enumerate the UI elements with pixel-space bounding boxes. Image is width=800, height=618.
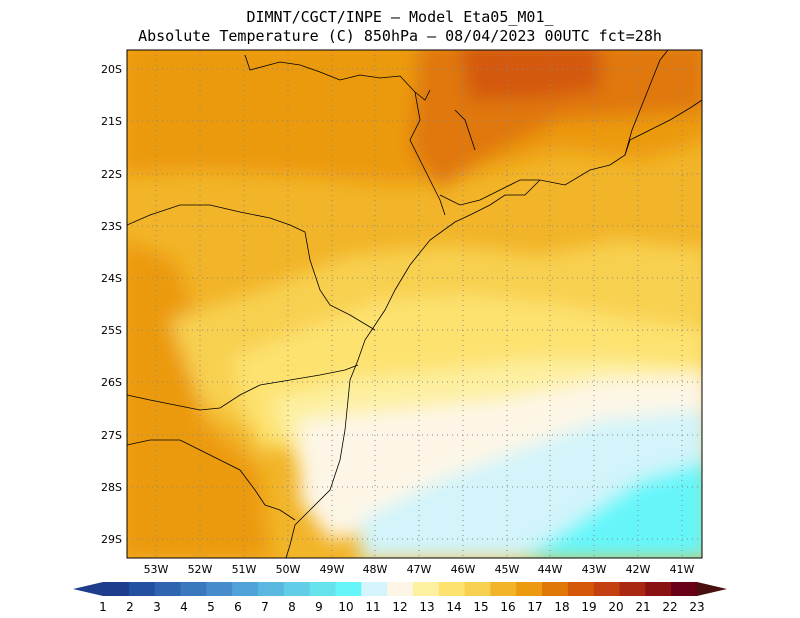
map-frame [126, 49, 703, 559]
colorbar-swatch [180, 582, 207, 596]
colorbar-swatch [128, 582, 156, 596]
lat-label: 22S [101, 168, 122, 181]
lat-label: 27S [101, 429, 122, 442]
colorbar-swatch [464, 582, 491, 596]
colorbar-label: 7 [261, 600, 269, 614]
colorbar-swatch [438, 582, 466, 596]
lon-label: 42W [626, 563, 651, 576]
colorbar-label: 21 [635, 600, 650, 614]
map-title-line1: DIMNT/CGCT/INPE – Model Eta05_M01_ [246, 8, 554, 26]
colorbar: 1 2 3 4 5 6 7 8 9 10 11 12 13 14 15 16 17 18 19 20 21 22 23 [73, 582, 727, 614]
colorbar-label: 22 [662, 600, 677, 614]
colorbar-swatch [361, 582, 388, 596]
colorbar-label: 9 [315, 600, 323, 614]
colorbar-label: 16 [500, 600, 515, 614]
colorbar-swatch [335, 582, 362, 596]
colorbar-label: 19 [581, 600, 596, 614]
colorbar-label: 14 [446, 600, 461, 614]
colorbar-arrow-left [73, 582, 103, 596]
colorbar-swatch [567, 582, 595, 596]
colorbar-swatch [593, 582, 621, 596]
lon-label: 49W [320, 563, 345, 576]
colorbar-swatch [206, 582, 233, 596]
lon-label: 45W [495, 563, 520, 576]
coastline-and-borders [127, 50, 702, 558]
colorbar-label: 5 [207, 600, 215, 614]
temperature-field [127, 50, 702, 558]
colorbar-swatch [103, 582, 130, 596]
colorbar-label: 23 [689, 600, 704, 614]
colorbar-label: 4 [180, 600, 188, 614]
colorbar-swatch [232, 582, 259, 596]
lat-label: 21S [101, 115, 122, 128]
lon-label: 52W [188, 563, 213, 576]
colorbar-label: 12 [392, 600, 407, 614]
colorbar-label: 17 [527, 600, 542, 614]
colorbar-label: 13 [419, 600, 434, 614]
colorbar-swatch [154, 582, 181, 596]
colorbar-swatch [516, 582, 543, 596]
lon-label: 53W [144, 563, 169, 576]
lat-label: 28S [101, 481, 122, 494]
colorbar-swatch [619, 582, 646, 596]
colorbar-swatch [542, 582, 569, 596]
colorbar-label: 2 [126, 600, 134, 614]
lon-label: 48W [363, 563, 388, 576]
colorbar-label: 1 [99, 600, 107, 614]
colorbar-label: 15 [473, 600, 488, 614]
lat-label: 26S [101, 376, 122, 389]
colorbar-label: 11 [365, 600, 380, 614]
lon-label: 47W [407, 563, 432, 576]
colorbar-swatch [490, 582, 517, 596]
colorbar-swatch [257, 582, 285, 596]
lat-label: 25S [101, 324, 122, 337]
colorbar-arrow-right [697, 582, 727, 596]
lat-label: 20S [101, 63, 122, 76]
lon-label: 44W [538, 563, 563, 576]
lon-label: 43W [582, 563, 607, 576]
colorbar-swatch [645, 582, 672, 596]
lon-label: 51W [232, 563, 257, 576]
lat-label: 24S [101, 272, 122, 285]
lon-label: 41W [670, 563, 695, 576]
lat-label: 23S [101, 220, 122, 233]
latitude-labels: 20S 21S 22S 23S 24S 25S 26S 27S 28S 29S [101, 63, 122, 546]
colorbar-swatch [283, 582, 311, 596]
lat-label: 29S [101, 533, 122, 546]
lat-lon-grid [127, 50, 702, 558]
colorbar-label: 8 [288, 600, 296, 614]
colorbar-label: 20 [608, 600, 623, 614]
colorbar-swatch [309, 582, 336, 596]
colorbar-swatch [412, 582, 440, 596]
colorbar-label: 10 [338, 600, 353, 614]
colorbar-swatch [387, 582, 414, 596]
colorbar-label: 3 [153, 600, 161, 614]
lon-label: 50W [276, 563, 301, 576]
lon-label: 46W [451, 563, 476, 576]
map-title-line2: Absolute Temperature (C) 850hPa – 08/04/… [138, 27, 662, 45]
colorbar-label: 6 [234, 600, 242, 614]
longitude-labels: 53W 52W 51W 50W 49W 48W 47W 46W 45W 44W … [144, 563, 695, 576]
colorbar-swatch [671, 582, 698, 596]
colorbar-label: 18 [554, 600, 569, 614]
